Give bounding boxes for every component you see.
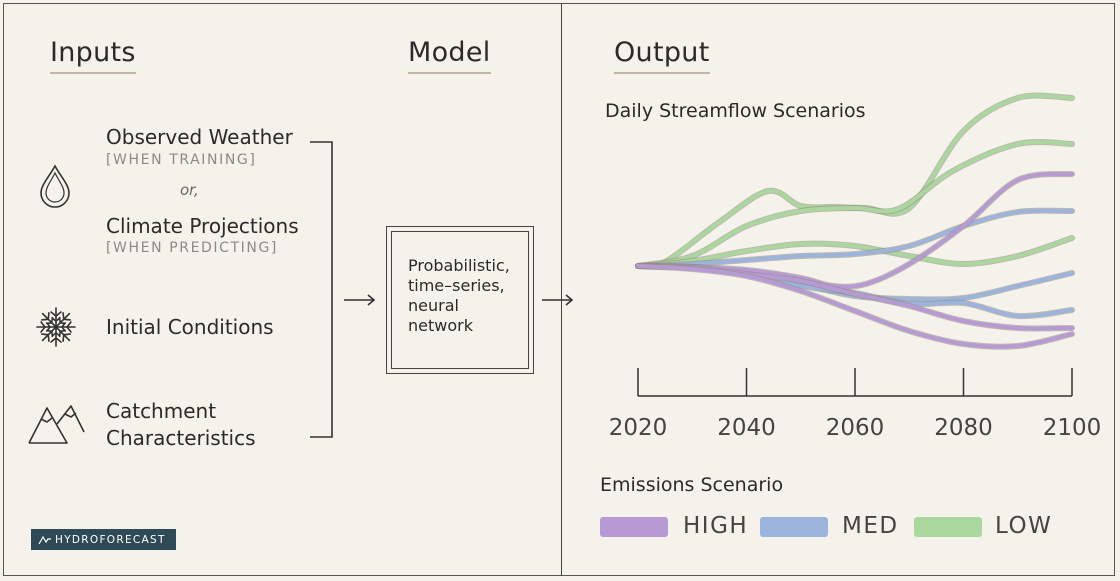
inputs-heading: Inputs [50,38,136,74]
climate-projections-label: Climate Projections [106,214,299,238]
model-box: Probabilistic, time–series, neural netwo… [386,226,534,374]
hydroforecast-logo: HYDROFORECAST [31,529,176,550]
legend-label-low: LOW [995,513,1053,539]
series-line-high-8 [636,264,1074,349]
inputs-bracket [310,141,333,438]
section-divider [561,3,562,576]
series-line-outline-high-8 [635,263,1075,350]
logo-text: HYDROFORECAST [55,533,166,546]
logo-mark-icon [38,535,51,544]
snowflake-icon [36,307,76,347]
droplet-icon [40,164,70,208]
x-tick-label: 2080 [934,415,993,441]
output-heading: Output [614,38,710,74]
model-description: Probabilistic, time–series, neural netwo… [391,231,529,369]
legend-label-high: HIGH [683,513,749,539]
outer-frame [3,3,1115,576]
legend-label-med: MED [842,513,899,539]
legend-swatch-high [600,517,668,537]
x-tick-label: 2040 [717,415,776,441]
when-predicting-label: [WHEN PREDICTING] [106,240,278,256]
series-line-low-2 [636,236,1074,268]
x-tick-label: 2060 [826,415,885,441]
arrow-right-icon [344,294,376,306]
series-line-med-3 [636,208,1074,268]
catchment-label-line1: Catchment [106,399,217,423]
x-tick-label: 2020 [609,415,668,441]
catchment-label-line2: Characteristics [106,426,256,450]
x-tick-label: 2100 [1043,415,1102,441]
arrow-right-icon [542,294,574,306]
model-heading: Model [408,38,491,74]
legend-swatch-med [760,517,828,537]
legend-swatch-low [914,517,982,537]
observed-weather-label: Observed Weather [106,125,293,149]
when-training-label: [WHEN TRAINING] [106,152,257,168]
or-label: or, [180,181,199,199]
x-axis: 2020 2040 2060 2080 2100 [609,368,1102,441]
legend-title: Emissions Scenario [600,474,784,496]
series-layer [635,92,1075,350]
initial-conditions-label: Initial Conditions [106,315,274,339]
series-line-low-1 [636,140,1074,268]
chart-title: Daily Streamflow Scenarios [605,100,866,122]
mountains-icon [28,405,85,444]
